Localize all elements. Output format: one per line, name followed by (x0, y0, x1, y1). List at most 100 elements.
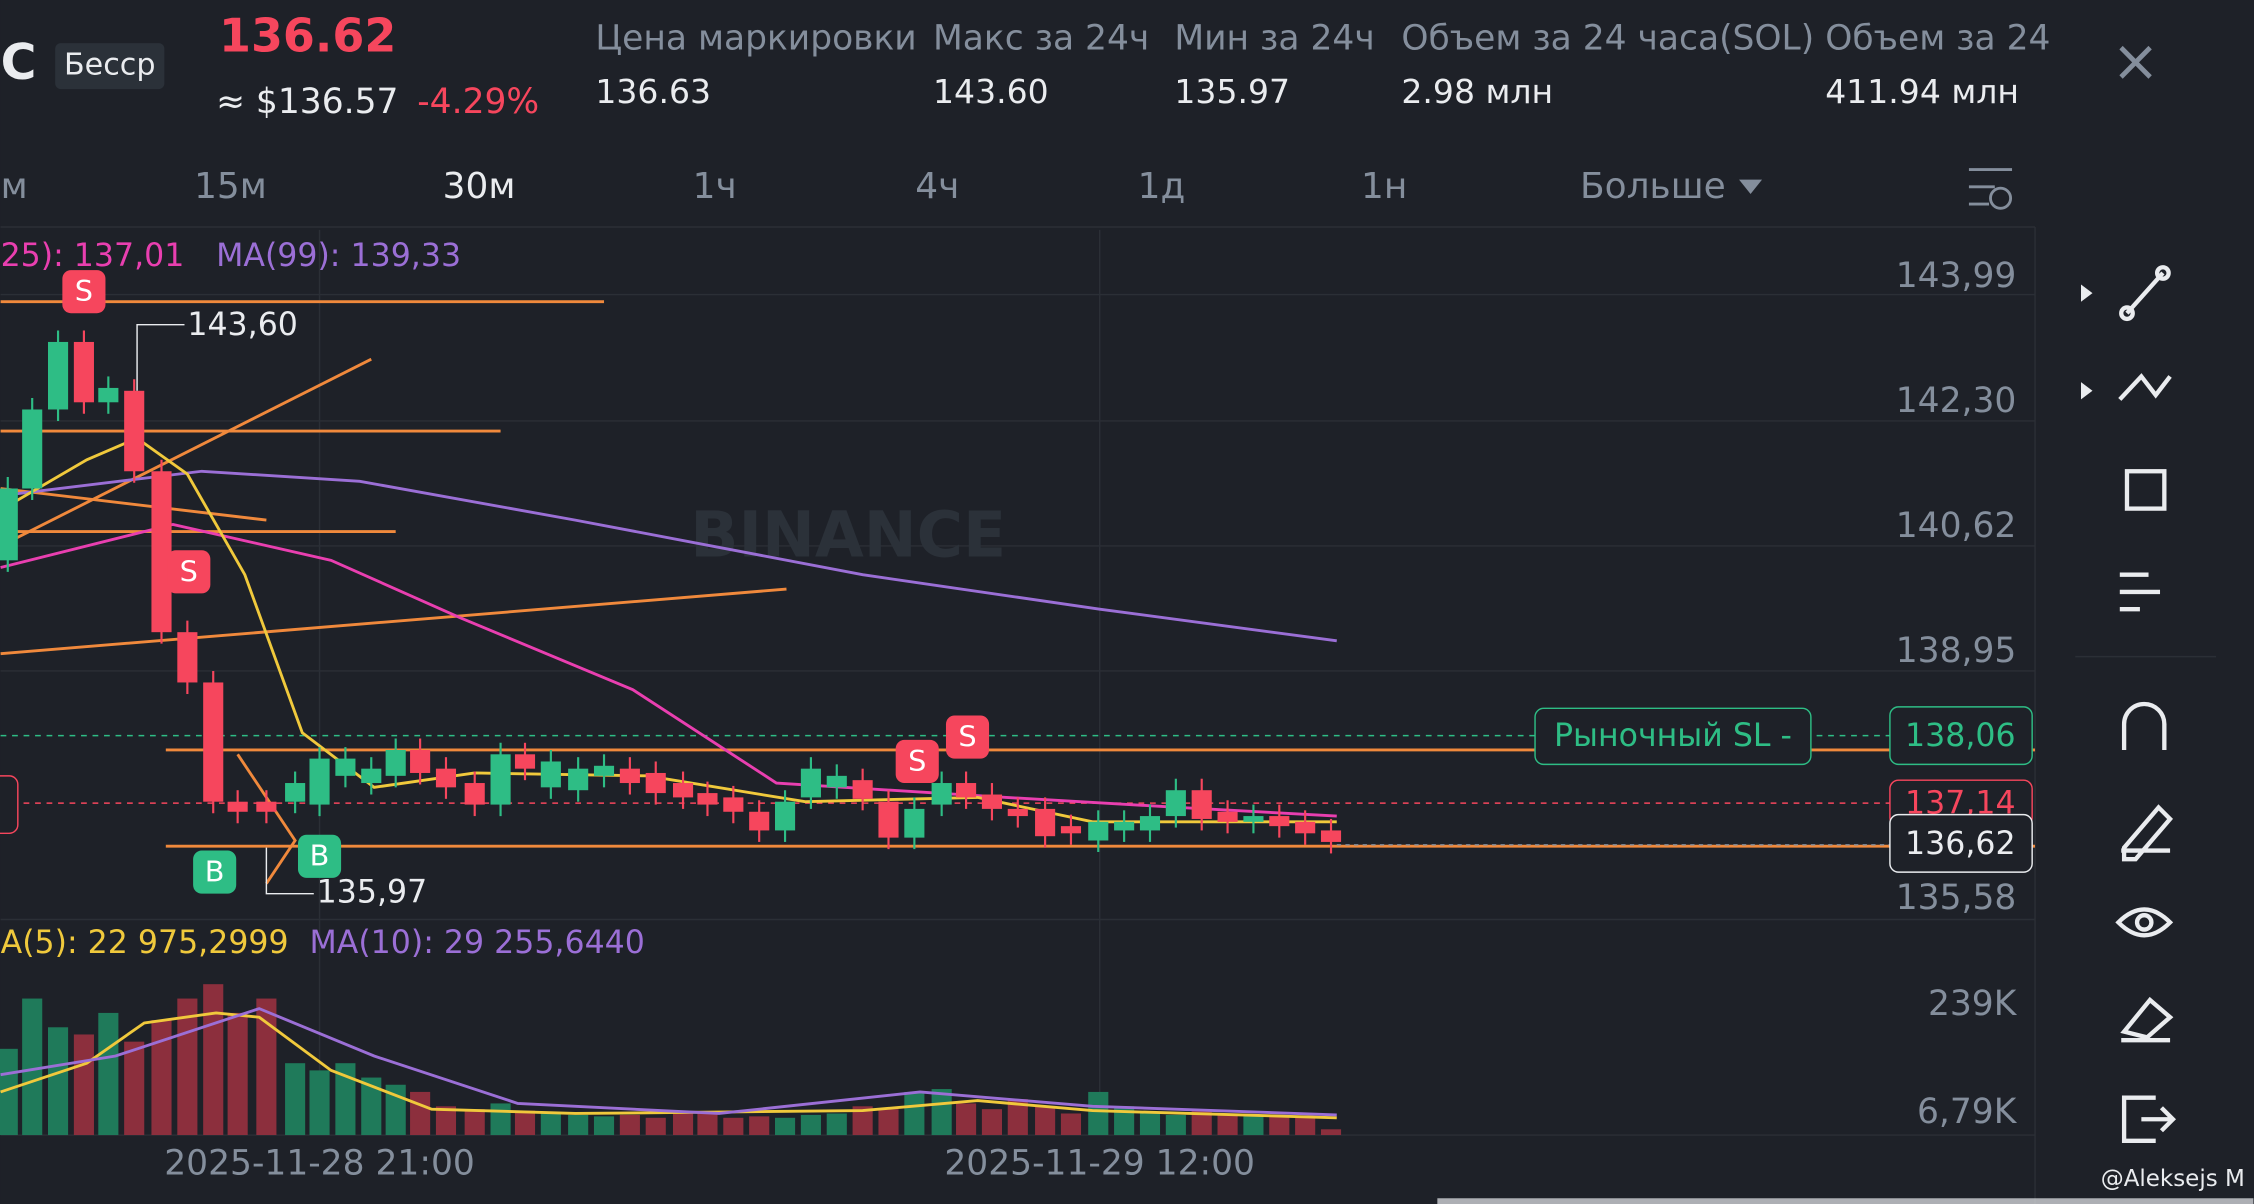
interval[interactable]: Больше (1580, 166, 1726, 207)
volume-bar (1035, 1106, 1056, 1136)
volume-bar (47, 1027, 69, 1136)
interval[interactable]: 15м (194, 166, 267, 207)
candle (697, 793, 718, 805)
watermark: BINANCE (690, 497, 1006, 571)
volume-bar (1114, 1106, 1135, 1136)
candle (410, 749, 431, 773)
volume-bar (514, 1110, 536, 1136)
volume-bar (309, 1070, 330, 1136)
candle (256, 801, 277, 812)
sl-label[interactable]: Рыночный SL - (1554, 718, 1792, 754)
candle (385, 749, 406, 776)
candle (1088, 821, 1109, 841)
stat-label: Объем за 24 часа(SOL) (1401, 19, 1814, 59)
volume-bar (981, 1109, 1003, 1136)
stat-value: 143.60 (933, 72, 1049, 111)
price-axis: 143,99 142,30 140,62 138,95 135,58 (1896, 256, 2017, 918)
volume-bar (800, 1114, 821, 1136)
candle (151, 471, 172, 633)
volume-bar (540, 1113, 561, 1136)
settings-icon[interactable] (1968, 168, 2013, 210)
pencil-tool[interactable] (2121, 804, 2174, 862)
usd-price: ≈ $136.57 (216, 82, 398, 122)
volume-bar (1217, 1114, 1238, 1136)
volume-bar (1243, 1116, 1264, 1136)
volume-axis-label: 6,79K (1917, 1092, 2018, 1132)
candle (490, 754, 511, 805)
price: 136.62 (219, 8, 396, 62)
candle (98, 387, 119, 403)
vol-ma10-label: MA(10): 29 255,6440 (309, 925, 644, 961)
interval[interactable]: 1д (1138, 166, 1186, 207)
marker-badge (945, 715, 990, 759)
volume-bar (1088, 1091, 1109, 1136)
volume-bar (490, 1103, 511, 1136)
exit-tool[interactable] (2121, 1095, 2177, 1143)
stat-value: 136.63 (595, 72, 711, 111)
volume-bar (335, 1063, 356, 1136)
volume-bar (672, 1112, 694, 1136)
candle (285, 783, 306, 802)
candle (1295, 821, 1316, 834)
volume-bar (645, 1117, 666, 1136)
date-label: 2025-11-29 12:00 (944, 1144, 1255, 1184)
marker-label: S (958, 719, 976, 753)
shape-tool[interactable] (2124, 469, 2167, 511)
fib-tool[interactable] (2081, 373, 2172, 401)
eraser-tool[interactable] (2120, 996, 2174, 1043)
candle (619, 768, 640, 784)
volume-bar (1139, 1112, 1161, 1136)
candle (1217, 811, 1238, 822)
dropdown-arrow[interactable] (1739, 179, 1763, 194)
interval[interactable]: 1н (1361, 166, 1407, 207)
volume-bar (852, 1106, 873, 1136)
ma99-line (0, 469, 1337, 643)
interval[interactable]: м (1, 166, 28, 207)
volume-axis-label: 239K (1928, 984, 2018, 1024)
order-tag (0, 775, 19, 835)
volume-bar (904, 1091, 925, 1136)
candle (645, 772, 666, 794)
marker-label: S (180, 554, 198, 588)
candle (361, 768, 382, 784)
candles (0, 330, 1342, 854)
current-price-box (1889, 813, 2033, 873)
candle (672, 783, 694, 798)
candle (1165, 790, 1186, 817)
interval[interactable]: 1ч (693, 166, 737, 207)
interval[interactable]: 4ч (915, 166, 959, 207)
ma25: 25): 137,01 (1, 238, 185, 274)
sl-button[interactable] (1534, 707, 1812, 766)
volume-bar (956, 1103, 977, 1136)
magnet-tool[interactable] (2121, 701, 2167, 750)
volume-bar (151, 1020, 172, 1136)
candle (227, 801, 248, 812)
candle (1191, 790, 1212, 819)
line-tool[interactable] (2081, 265, 2171, 322)
volume-bar (1060, 1113, 1082, 1136)
candle (800, 768, 821, 798)
sl-price-box (1889, 706, 2033, 766)
price-axis-label: 138,95 (1896, 631, 2017, 671)
candle (852, 780, 873, 799)
mode[interactable]: Бесср (64, 48, 156, 83)
interval[interactable]: 30м (443, 166, 516, 207)
candle (904, 808, 925, 838)
mode-badge[interactable] (55, 43, 165, 90)
candle (723, 797, 744, 812)
volume-bar (774, 1117, 796, 1136)
candle (0, 488, 18, 561)
marker-label: B (310, 839, 330, 873)
volume-bar (0, 1048, 18, 1136)
candle (1269, 816, 1290, 827)
eye-tool[interactable] (2115, 907, 2174, 938)
stats: Цена маркировки 136.63 Макс за 24ч 143.60 Ми… (595, 19, 2050, 111)
candle (774, 801, 796, 831)
marker-badge (167, 550, 211, 594)
candle (73, 341, 94, 403)
close-button[interactable]: × (2112, 27, 2160, 94)
candle (1114, 821, 1135, 831)
text-tool[interactable] (2119, 572, 2161, 612)
candle (1007, 808, 1028, 817)
